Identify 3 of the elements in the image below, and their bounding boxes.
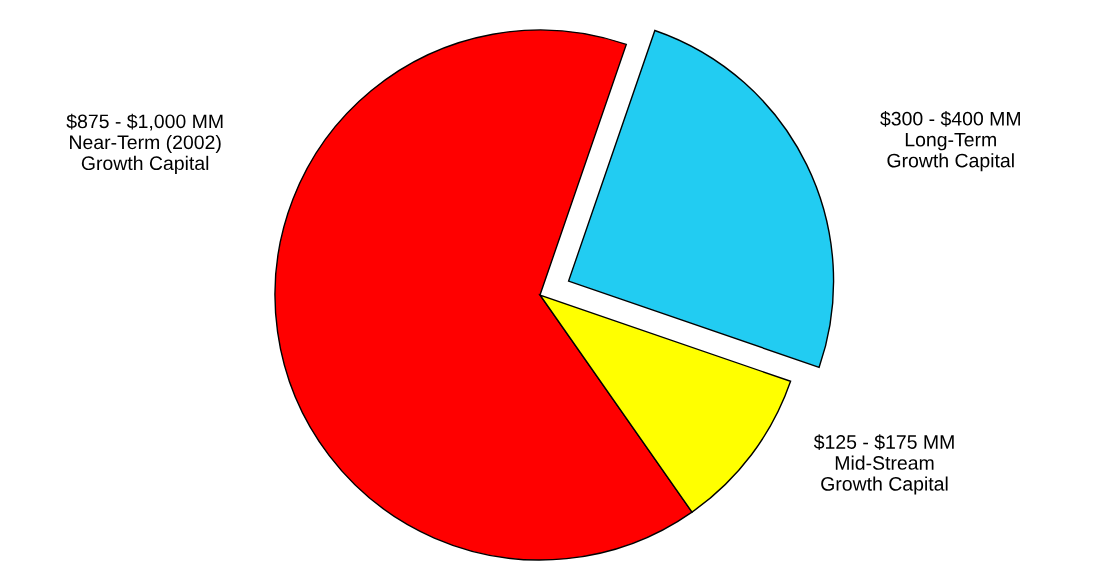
slice-label: $300 - $400 MM Long-Term Growth Capital [880, 110, 1020, 172]
slice-label: $875 - $1,000 MM Near-Term (2002) Growth Capital [66, 113, 223, 174]
slice-label: $125 - $175 MM Mid-Stream Growth Capital [813, 434, 954, 495]
